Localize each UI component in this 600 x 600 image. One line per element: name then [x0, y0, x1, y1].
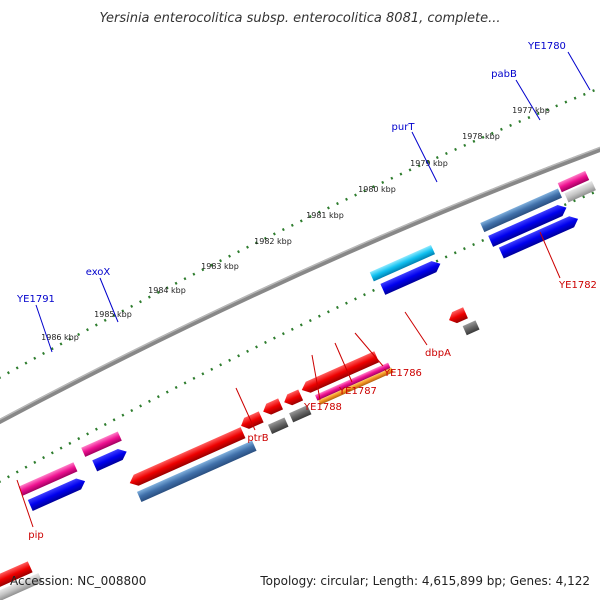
- gene-label[interactable]: dbpA: [425, 348, 451, 359]
- leader-line: [16, 479, 34, 528]
- gene-label[interactable]: YE1791: [16, 294, 55, 305]
- gene-block-grey[interactable]: [289, 405, 312, 423]
- gene-arrow-blue[interactable]: [498, 213, 581, 259]
- scale-label: 1985 kbp: [94, 310, 132, 319]
- gene-block-pink[interactable]: [557, 170, 590, 193]
- reverse-strand-features: [0, 307, 480, 600]
- genome-backbone: [0, 146, 600, 425]
- scale-label: 1977 kbp: [512, 106, 550, 115]
- gene-block-steel[interactable]: [136, 440, 257, 502]
- gene-block-light[interactable]: [0, 572, 43, 600]
- leader-line: [99, 277, 119, 323]
- scale-label: 1986 kbp: [41, 333, 79, 342]
- scale-label: 1984 kbp: [148, 286, 186, 295]
- leader-line: [235, 387, 256, 431]
- scale-label: 1980 kbp: [358, 185, 396, 194]
- gene-label[interactable]: YE1787: [338, 386, 377, 397]
- gene-label[interactable]: pabB: [491, 69, 517, 80]
- leader-line: [354, 332, 384, 367]
- scale-label: 1983 kbp: [201, 262, 239, 271]
- scale-labels: 1977 kbp 1978 kbp 1979 kbp 1980 kbp 1981…: [41, 106, 550, 342]
- gene-block-grey[interactable]: [267, 417, 289, 434]
- gene-block-grey[interactable]: [462, 320, 480, 336]
- gene-block-pink[interactable]: [18, 462, 78, 496]
- label-leaders: [16, 51, 591, 528]
- gene-arrow-red[interactable]: [299, 351, 380, 395]
- leader-line: [515, 79, 541, 121]
- gene-arrow-blue[interactable]: [488, 202, 569, 247]
- gene-arrow-blue[interactable]: [92, 446, 129, 472]
- gene-label[interactable]: purT: [392, 122, 416, 133]
- forward-strand-features: [18, 170, 596, 511]
- gene-arrow-red[interactable]: [447, 307, 468, 325]
- accession-text: Accession: NC_008800: [10, 574, 147, 588]
- leader-line: [411, 131, 438, 183]
- gene-label[interactable]: pip: [28, 530, 43, 541]
- forward-gene-labels: YE1780 pabB purT exoX YE1791: [16, 41, 566, 305]
- gene-arrow-red[interactable]: [261, 398, 284, 417]
- gene-block-light[interactable]: [564, 181, 596, 203]
- scale-label: 1981 kbp: [306, 211, 344, 220]
- scale-label: 1979 kbp: [410, 159, 448, 168]
- gene-label[interactable]: YE1788: [303, 402, 342, 413]
- leader-line: [567, 51, 591, 91]
- leader-line: [334, 342, 353, 383]
- scale-label: 1982 kbp: [254, 237, 292, 246]
- gene-label[interactable]: exoX: [86, 267, 111, 278]
- gene-arrow-red[interactable]: [127, 427, 246, 488]
- gene-block-pink[interactable]: [81, 431, 122, 457]
- gene-arrow-red[interactable]: [239, 411, 264, 431]
- scale-label: 1978 kbp: [462, 132, 500, 141]
- genome-backbone-highlight: [0, 146, 600, 421]
- map-title: Yersinia enterocolitica subsp. enterocol…: [99, 11, 500, 26]
- gene-arrow-blue[interactable]: [380, 258, 442, 295]
- gene-label[interactable]: YE1786: [383, 368, 422, 379]
- gene-block-pink[interactable]: [314, 362, 391, 401]
- leader-line: [311, 354, 321, 401]
- gene-arrow-red[interactable]: [282, 389, 304, 407]
- genome-summary-text: Topology: circular; Length: 4,615,899 bp…: [260, 574, 590, 588]
- leader-line: [404, 311, 428, 346]
- gene-block-steel[interactable]: [480, 188, 562, 233]
- gene-label[interactable]: ptrB: [247, 433, 268, 444]
- gene-arrow-red[interactable]: [0, 561, 33, 591]
- gene-arrow-blue[interactable]: [27, 476, 88, 511]
- gene-label[interactable]: YE1780: [527, 41, 566, 52]
- leader-line: [539, 231, 561, 279]
- gene-label[interactable]: YE1782: [558, 280, 597, 291]
- reverse-gene-labels: YE1782 dbpA YE1786 YE1787 YE1788 ptrB pi…: [28, 280, 597, 541]
- upper-scale-track: [0, 86, 600, 379]
- gene-block-orange[interactable]: [318, 367, 394, 405]
- leader-line: [35, 304, 53, 353]
- gene-block-cyan[interactable]: [369, 244, 436, 282]
